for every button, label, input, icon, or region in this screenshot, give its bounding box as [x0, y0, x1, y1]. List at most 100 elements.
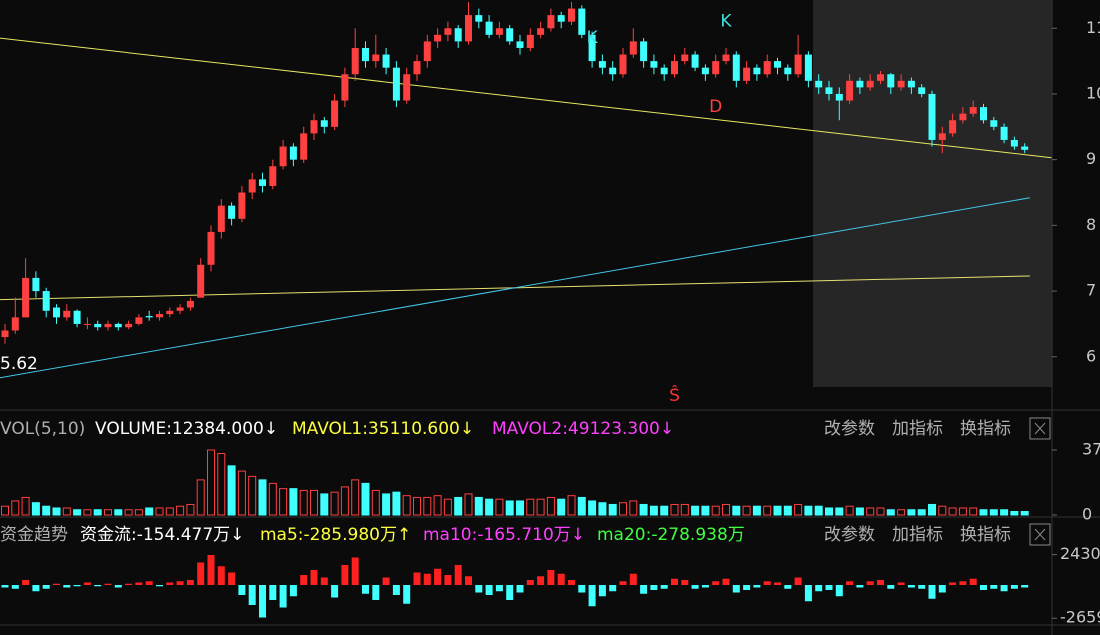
candle-body [598, 61, 606, 68]
flow-bar [557, 573, 565, 585]
volume-bar [52, 507, 61, 516]
volume-bar [11, 500, 20, 516]
candle-body [619, 54, 627, 75]
candle-body [22, 277, 30, 318]
flow-bar [918, 585, 926, 589]
button[interactable]: 改参数 [824, 525, 875, 545]
flow-bar [825, 585, 833, 590]
candle-body [53, 307, 60, 318]
flow-bar [454, 565, 462, 585]
flow-bar [980, 585, 987, 590]
volume-bar [464, 493, 473, 516]
flow-bar [774, 582, 781, 585]
candle-body [42, 291, 50, 311]
flow-bar [485, 585, 493, 595]
candle-body [980, 107, 987, 121]
volume-bar [268, 482, 277, 516]
button[interactable]: 加指标 [892, 419, 943, 439]
candle-body [506, 28, 514, 42]
flow-bar [22, 580, 30, 585]
candle-body [186, 300, 194, 308]
volume-bar [485, 498, 494, 516]
candle-body [969, 107, 977, 114]
candle-body [681, 54, 689, 62]
candle-body [94, 323, 102, 328]
candle-body [156, 314, 163, 318]
button[interactable]: 改参数 [824, 419, 875, 439]
volume-bar [680, 503, 689, 516]
candle-body [434, 34, 442, 42]
y-tick-label: 11 [1086, 18, 1100, 37]
flow-bar [32, 585, 40, 592]
volume-bar [248, 475, 257, 516]
volume-bar [73, 509, 82, 516]
candle-body [135, 317, 143, 324]
y-tick-label: 2430 [1060, 544, 1100, 563]
volume-bar [691, 505, 700, 516]
flow-bar [156, 585, 163, 587]
volume-bar [855, 507, 864, 516]
volume-bar [227, 465, 236, 516]
volume-bar [176, 505, 185, 516]
flow-bar [959, 581, 967, 585]
flow-bar [94, 585, 102, 587]
flow-bar [629, 573, 637, 585]
flow-bar [568, 580, 575, 585]
candle-body [732, 54, 740, 81]
volume-bar [165, 507, 174, 516]
button[interactable]: 换指标 [960, 525, 1011, 545]
indicator-value: 资金流:-154.477万↓ [80, 525, 244, 545]
candle-body [351, 47, 359, 75]
candle-body [372, 54, 380, 62]
volume-bar [279, 488, 288, 516]
flow-bar [248, 585, 256, 605]
volume-bar [402, 495, 411, 516]
flow-bar [794, 577, 802, 585]
y-tick-label: 7 [1086, 281, 1096, 300]
flow-bar [732, 585, 740, 593]
volume-bar [711, 505, 720, 516]
flow-bar [434, 568, 442, 585]
flow-bar [413, 572, 421, 585]
volume-bar [186, 503, 195, 516]
close-button[interactable] [1029, 523, 1051, 546]
y-tick-label: 10 [1086, 83, 1100, 102]
volume-bar [1, 505, 9, 516]
flow-bar [176, 581, 184, 585]
candle-body [495, 28, 503, 35]
volume-bar [897, 509, 906, 516]
candle-body [763, 61, 771, 75]
volume-bar [722, 503, 730, 516]
candle-body [485, 21, 493, 35]
candle-body [83, 323, 91, 325]
flow-header: 资金趋势 资金流:-154.477万↓ ma5:-285.980万↑ ma10:… [0, 523, 1051, 546]
flow-bar [671, 578, 678, 585]
flow-bar [846, 581, 854, 585]
volume-bar [114, 509, 123, 516]
volume-bar [258, 479, 267, 516]
flow-bar [351, 557, 359, 585]
candle-body [145, 316, 153, 318]
low-label: 5.62 [0, 354, 38, 374]
button[interactable]: 加指标 [892, 525, 943, 545]
candle-body [516, 41, 524, 48]
candle-body [938, 133, 946, 140]
candle-body [784, 67, 792, 75]
button[interactable]: 换指标 [960, 419, 1011, 439]
volume-bar [289, 488, 298, 516]
volume-bar [783, 505, 792, 516]
candle-body [856, 80, 864, 88]
flow-bar [475, 585, 483, 593]
candle-body [568, 8, 575, 22]
candle-body [660, 67, 668, 75]
flow-bar [835, 585, 843, 597]
volume-bar [526, 498, 535, 516]
flow-bar [444, 575, 452, 585]
flow-bar [362, 585, 369, 594]
close-button[interactable] [1029, 417, 1051, 440]
volume-bar [1020, 510, 1029, 516]
flow-bar [1010, 585, 1018, 589]
indicator-value: ma20:-278.938万 [597, 525, 745, 545]
volume-bar [763, 505, 772, 516]
flow-bar [660, 585, 668, 589]
